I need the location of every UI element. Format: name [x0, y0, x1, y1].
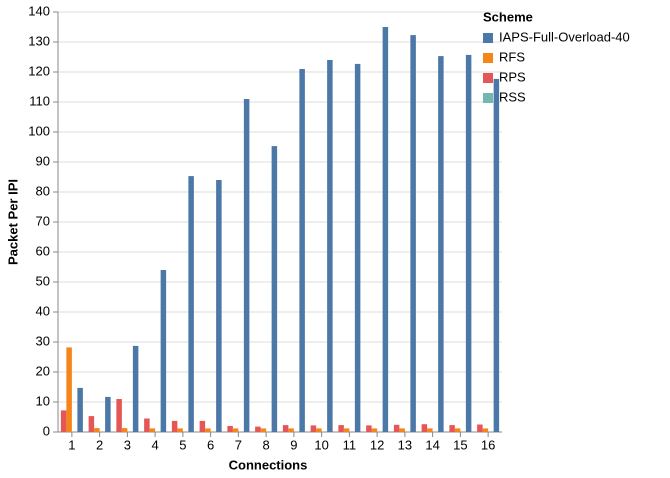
y-tick-label: 120 — [28, 63, 50, 78]
bar — [199, 420, 206, 432]
bar — [88, 416, 95, 432]
bar — [338, 425, 344, 432]
bar — [421, 424, 428, 432]
y-tick-label: 10 — [36, 393, 50, 408]
bar — [393, 424, 400, 432]
y-tick-label: 100 — [28, 123, 50, 138]
bar — [232, 428, 239, 432]
y-tick-label: 40 — [36, 303, 50, 318]
bar — [116, 399, 122, 432]
bar — [255, 426, 261, 432]
x-tick-label: 10 — [314, 437, 328, 452]
bar — [316, 428, 322, 432]
bar — [188, 176, 194, 432]
bar — [216, 180, 222, 432]
y-axis-title: Packet Per IPI — [5, 179, 20, 265]
bar — [299, 69, 305, 432]
x-tick-label: 2 — [96, 437, 103, 452]
x-tick-label: 4 — [152, 437, 159, 452]
bar — [493, 78, 500, 433]
bar — [66, 347, 72, 432]
y-tick-label: 80 — [36, 183, 50, 198]
bar — [454, 428, 461, 432]
bar — [282, 425, 289, 432]
bar — [171, 420, 178, 432]
x-tick-label: 1 — [68, 437, 75, 452]
x-tick-label: 6 — [207, 437, 214, 452]
y-tick-label: 90 — [36, 153, 50, 168]
bar — [465, 54, 472, 433]
y-tick-label: 140 — [28, 3, 50, 18]
x-tick-label: 12 — [370, 437, 384, 452]
x-tick-label: 3 — [124, 437, 131, 452]
bar — [399, 428, 405, 432]
bar — [60, 410, 67, 432]
bar — [371, 428, 378, 432]
y-tick-label: 20 — [36, 363, 50, 378]
bar — [271, 146, 278, 432]
bar — [94, 428, 100, 432]
bar — [354, 63, 361, 433]
bar — [449, 425, 455, 432]
x-tick-label: 7 — [235, 437, 242, 452]
bar — [121, 428, 128, 432]
legend-title: Scheme — [483, 9, 533, 24]
legend-label: RSS — [499, 89, 526, 104]
y-tick-label: 130 — [28, 33, 50, 48]
y-tick-label: 70 — [36, 213, 50, 228]
x-tick-label: 16 — [481, 437, 495, 452]
legend-swatch — [483, 33, 493, 43]
x-tick-label: 5 — [179, 437, 186, 452]
bar — [438, 56, 444, 432]
bar — [366, 425, 372, 432]
x-tick-label: 15 — [453, 437, 467, 452]
legend-swatch — [483, 93, 493, 103]
bar — [410, 35, 416, 432]
bar — [260, 428, 267, 432]
bar — [227, 426, 233, 432]
bar — [477, 424, 483, 432]
bar — [105, 396, 111, 432]
bar — [77, 387, 83, 432]
bar — [149, 428, 156, 432]
bar — [160, 270, 167, 432]
bar — [327, 60, 333, 432]
y-tick-label: 50 — [36, 273, 50, 288]
bar — [288, 428, 294, 432]
y-tick-label: 60 — [36, 243, 50, 258]
y-tick-label: 0 — [43, 423, 50, 438]
legend-label: RPS — [499, 69, 526, 84]
bar — [482, 428, 489, 432]
legend-label: IAPS-Full-Overload-40 — [499, 29, 630, 44]
y-tick-label: 110 — [29, 93, 50, 108]
y-tick-label: 30 — [36, 333, 50, 348]
bar — [205, 428, 211, 432]
bar — [177, 428, 183, 432]
legend-label: RFS — [499, 49, 525, 64]
x-axis-title: Connections — [229, 457, 308, 472]
x-tick-label: 13 — [398, 437, 412, 452]
bar — [343, 428, 350, 432]
bar — [243, 99, 250, 432]
x-tick-label: 9 — [290, 437, 297, 452]
legend-swatch — [483, 73, 493, 83]
bar — [382, 27, 389, 432]
bar — [144, 418, 150, 432]
bar — [310, 425, 317, 432]
legend-swatch — [483, 53, 493, 63]
x-tick-label: 11 — [343, 437, 357, 452]
bar — [427, 428, 433, 432]
bar — [132, 345, 139, 432]
x-tick-label: 8 — [263, 437, 270, 452]
x-tick-label: 14 — [425, 437, 439, 452]
